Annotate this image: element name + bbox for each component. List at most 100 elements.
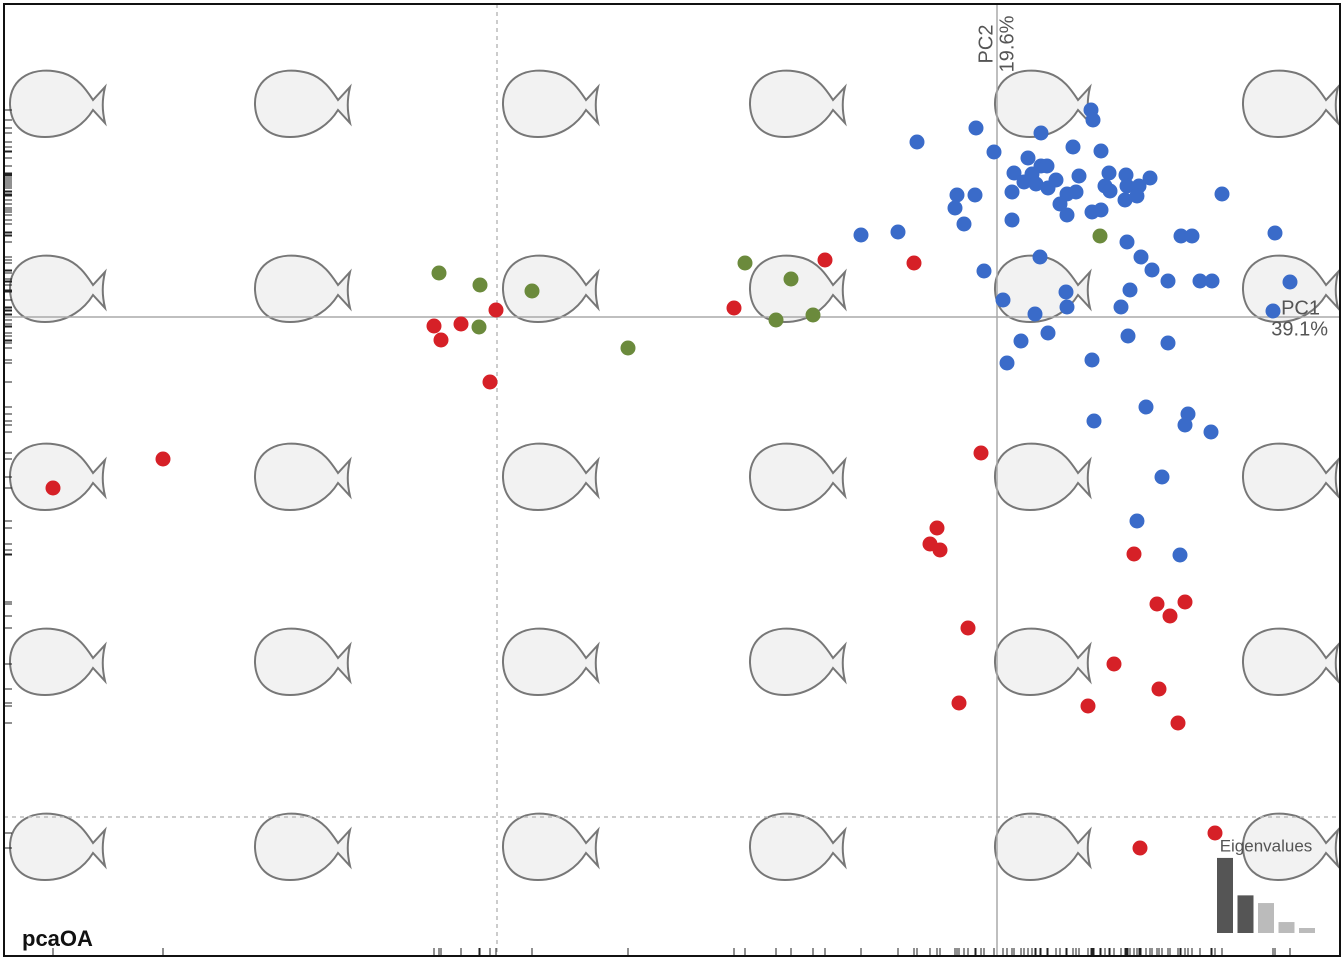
point: [1160, 335, 1176, 351]
shape: [253, 254, 351, 323]
shape: [993, 627, 1091, 696]
point: [951, 695, 967, 711]
point: [1032, 249, 1048, 265]
shape: [8, 812, 106, 881]
point: [1265, 303, 1281, 319]
eigen-bar: [1217, 857, 1233, 933]
point: [1086, 413, 1102, 429]
point: [1027, 306, 1043, 322]
point: [1120, 328, 1136, 344]
point: [1177, 594, 1193, 610]
shape: [1241, 627, 1339, 696]
point: [1039, 158, 1055, 174]
point: [1192, 273, 1208, 289]
point: [1117, 192, 1133, 208]
point: [956, 216, 972, 232]
shape: [501, 69, 599, 138]
point: [1093, 143, 1109, 159]
point: [524, 283, 540, 299]
point: [1132, 840, 1148, 856]
point: [949, 187, 965, 203]
point: [1006, 165, 1022, 181]
point: [1020, 150, 1036, 166]
point: [1214, 186, 1230, 202]
point: [726, 300, 742, 316]
point: [45, 480, 61, 496]
chart-title: pcaOA: [22, 926, 93, 951]
point: [1059, 299, 1075, 315]
point: [1084, 352, 1100, 368]
point: [932, 542, 948, 558]
point: [995, 292, 1011, 308]
point: [783, 271, 799, 287]
point: [999, 355, 1015, 371]
point: [853, 227, 869, 243]
point: [1142, 170, 1158, 186]
point: [1058, 284, 1074, 300]
point: [1154, 469, 1170, 485]
shape: [501, 812, 599, 881]
point: [1080, 698, 1096, 714]
point: [1052, 196, 1068, 212]
point: [1113, 299, 1129, 315]
point: [1177, 417, 1193, 433]
point: [1071, 168, 1087, 184]
point: [1129, 188, 1145, 204]
shape: [8, 69, 106, 138]
shape: [8, 442, 106, 511]
shape: [253, 442, 351, 511]
shape: [748, 69, 846, 138]
point: [1085, 112, 1101, 128]
point: [1126, 546, 1142, 562]
axis-label: 19.6%: [996, 15, 1018, 72]
shape: [748, 254, 846, 323]
point: [426, 318, 442, 334]
point: [929, 520, 945, 536]
point: [1170, 715, 1186, 731]
point: [1129, 513, 1145, 529]
shape: [993, 812, 1091, 881]
point: [1160, 273, 1176, 289]
point: [1033, 125, 1049, 141]
point: [1068, 184, 1084, 200]
point: [1173, 228, 1189, 244]
eigen-bar: [1299, 928, 1315, 933]
point: [1122, 282, 1138, 298]
shape: [8, 254, 106, 323]
shape: [501, 627, 599, 696]
point: [1065, 139, 1081, 155]
point: [155, 451, 171, 467]
axis-label: 39.1%: [1271, 318, 1328, 340]
point: [1204, 273, 1220, 289]
eigen-bar: [1237, 895, 1254, 933]
point: [1118, 167, 1134, 183]
point: [1267, 225, 1283, 241]
shape: [1241, 442, 1339, 511]
shape: [993, 442, 1091, 511]
point: [1207, 825, 1223, 841]
point: [909, 134, 925, 150]
axis-label: PC1: [1281, 297, 1320, 319]
point: [1004, 184, 1020, 200]
point: [973, 445, 989, 461]
point: [1149, 596, 1165, 612]
point: [1151, 681, 1167, 697]
point: [431, 265, 447, 281]
point: [1013, 333, 1029, 349]
point: [947, 200, 963, 216]
point: [1106, 656, 1122, 672]
shape: [8, 627, 106, 696]
point: [620, 340, 636, 356]
shape: [253, 69, 351, 138]
point: [986, 144, 1002, 160]
point: [1144, 262, 1160, 278]
point: [1101, 165, 1117, 181]
point: [482, 374, 498, 390]
eigen-bar: [1258, 903, 1274, 933]
frame: [3, 3, 1341, 957]
point: [1172, 547, 1188, 563]
point: [1184, 228, 1200, 244]
